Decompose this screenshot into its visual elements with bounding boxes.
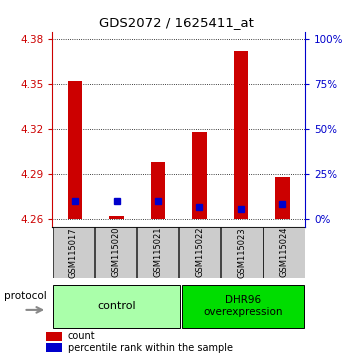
Bar <box>53 227 94 278</box>
Bar <box>221 227 262 278</box>
Bar <box>68 81 82 219</box>
Text: GSM115021: GSM115021 <box>153 227 162 278</box>
Bar <box>46 343 62 352</box>
Text: GDS2072 / 1625411_at: GDS2072 / 1625411_at <box>99 16 255 29</box>
Bar <box>95 227 136 278</box>
Bar <box>151 162 165 219</box>
Bar <box>137 227 178 278</box>
Text: GSM115023: GSM115023 <box>238 227 246 278</box>
Text: GSM115020: GSM115020 <box>111 227 120 278</box>
Bar <box>46 332 62 341</box>
Bar <box>179 227 221 278</box>
Bar <box>182 285 304 328</box>
Text: count: count <box>68 331 96 341</box>
Bar <box>53 285 180 328</box>
Bar <box>263 227 305 278</box>
Text: GSM115017: GSM115017 <box>69 227 78 278</box>
Bar <box>275 177 290 219</box>
Text: control: control <box>97 301 136 311</box>
Text: GSM115022: GSM115022 <box>195 227 204 278</box>
Text: percentile rank within the sample: percentile rank within the sample <box>68 343 233 353</box>
Text: GSM115024: GSM115024 <box>279 227 288 278</box>
Bar <box>109 216 124 219</box>
Text: DHR96
overexpression: DHR96 overexpression <box>203 295 283 317</box>
Bar <box>192 132 206 219</box>
Bar <box>234 51 248 219</box>
Text: protocol: protocol <box>4 291 47 301</box>
